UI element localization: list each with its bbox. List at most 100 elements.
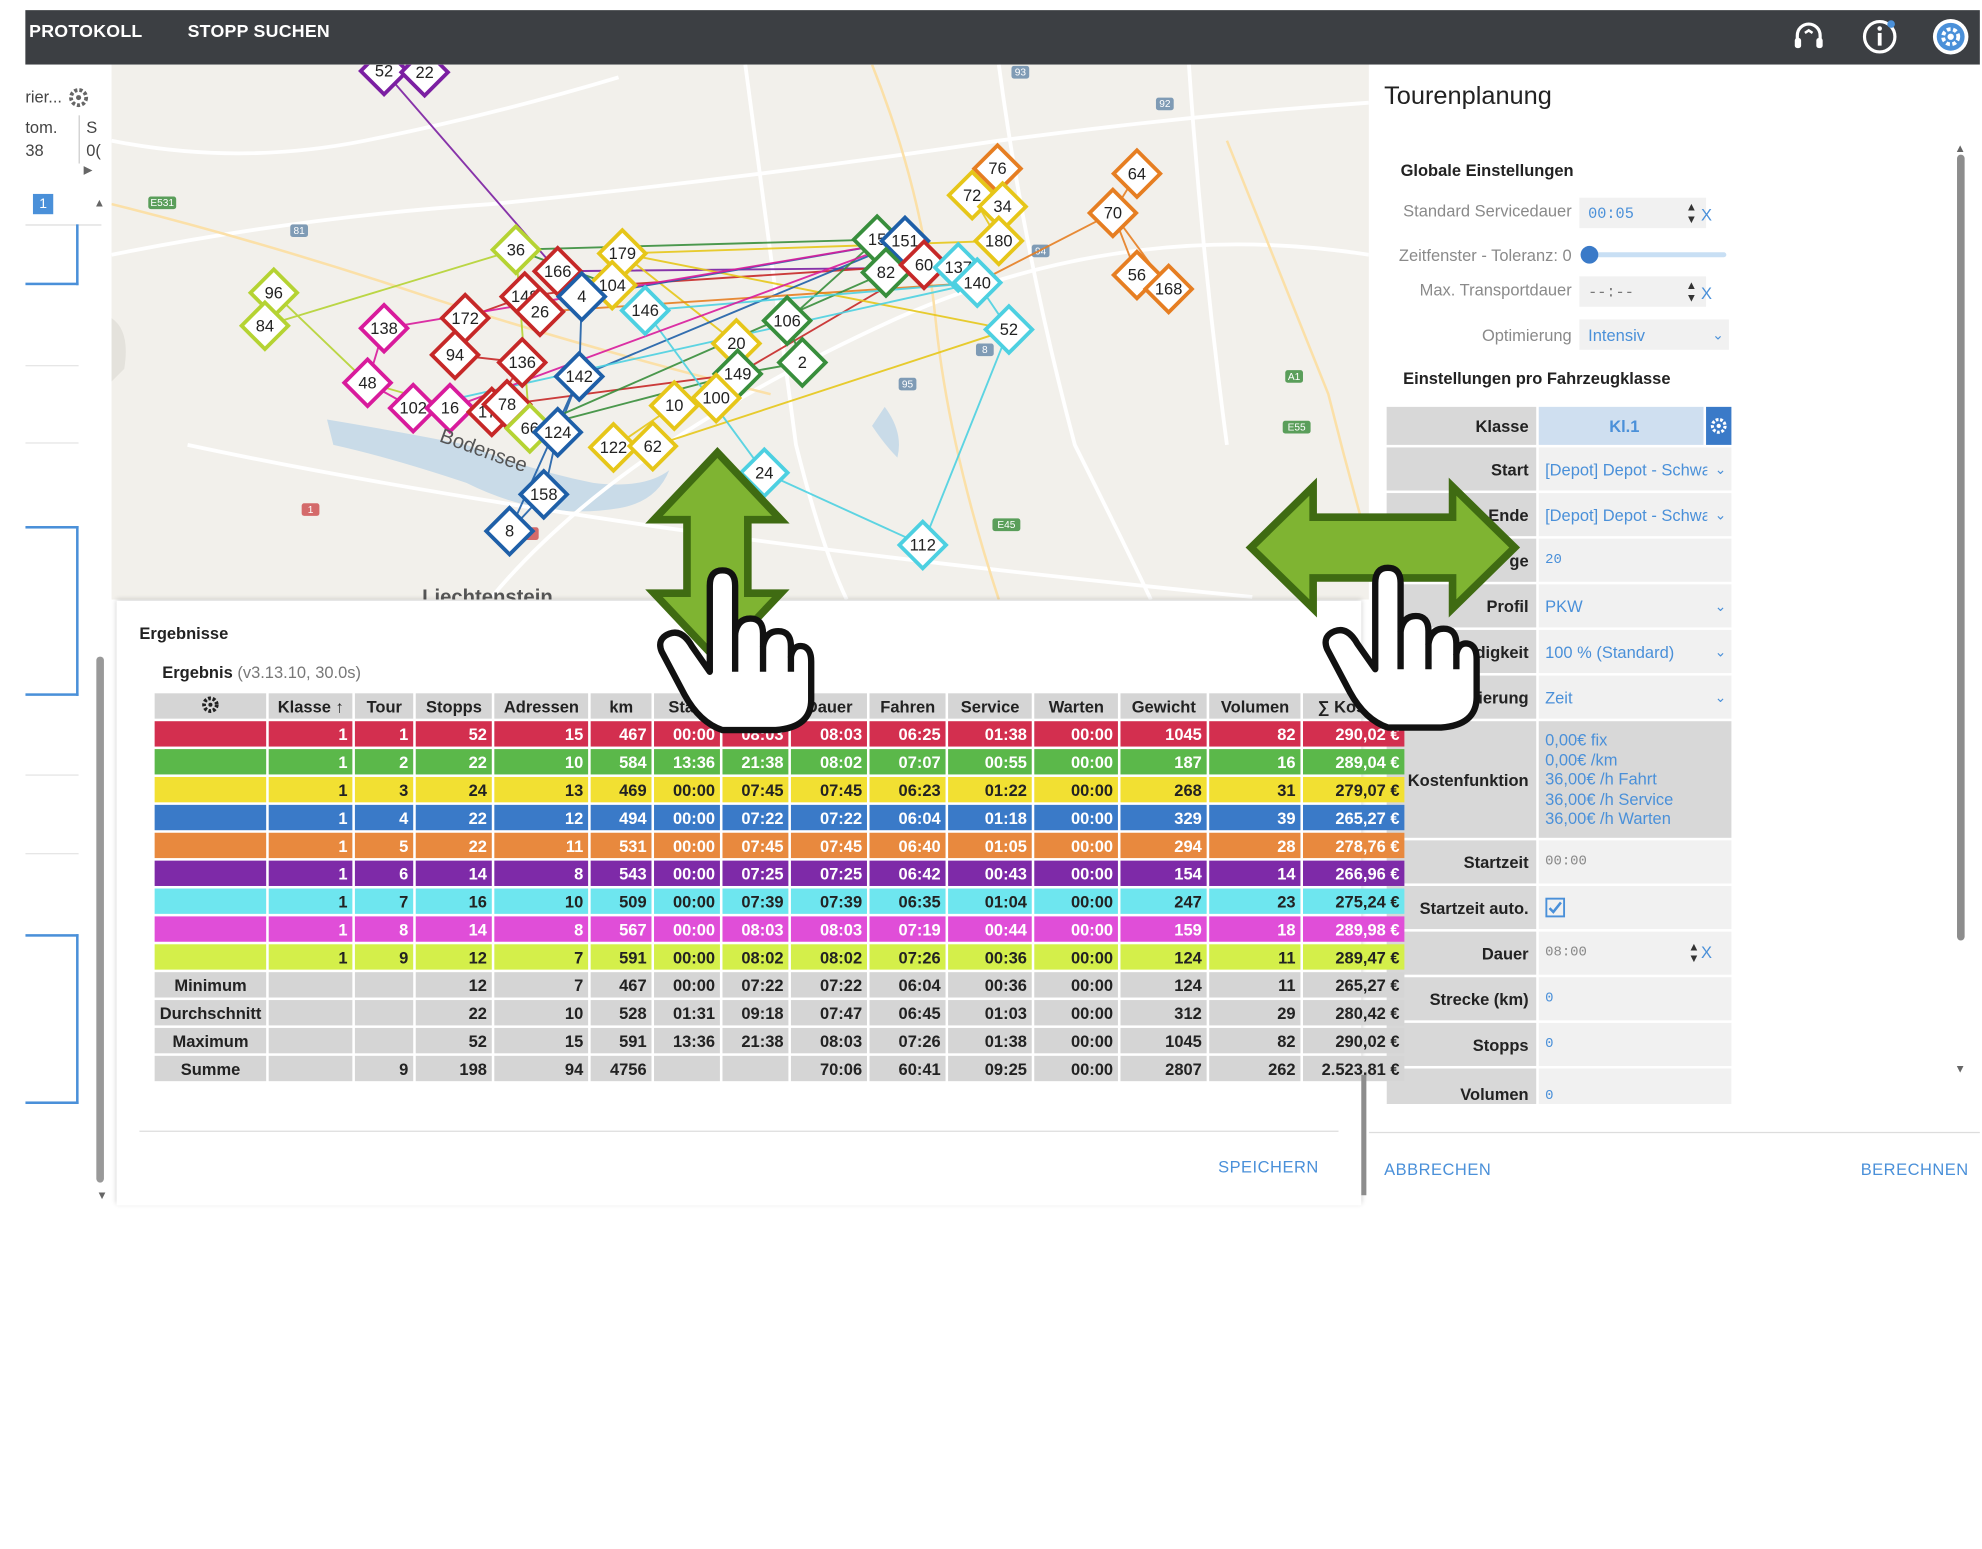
map-marker[interactable]: 172: [439, 292, 492, 345]
map-marker[interactable]: 52: [982, 303, 1035, 356]
table-row[interactable]: 1 2 22 10 584 13:36 21:38 08:02 07:07 00:55 00:00 1…: [154, 749, 1405, 775]
marker-diamond[interactable]: [690, 372, 743, 424]
column-header[interactable]: Klasse ↑: [268, 693, 353, 719]
map-marker[interactable]: 64: [1110, 147, 1163, 200]
column-header[interactable]: Gewicht: [1120, 693, 1207, 719]
slider-handle[interactable]: [1580, 245, 1599, 264]
table-row[interactable]: 1 5 22 11 531 00:00 07:45 07:45 06:40 01:05 00:00 2…: [154, 832, 1405, 859]
marker-diamond[interactable]: [1110, 147, 1163, 200]
map-marker[interactable]: 138: [358, 302, 411, 355]
map-marker[interactable]: 26: [513, 285, 566, 338]
map-marker[interactable]: 62: [626, 420, 679, 473]
marker-diamond[interactable]: [517, 468, 570, 521]
list-item[interactable]: [25, 224, 79, 286]
map-marker[interactable]: 136: [496, 336, 549, 389]
map-marker[interactable]: 20: [710, 317, 763, 370]
marker-diamond[interactable]: [1142, 262, 1195, 315]
quantity-input[interactable]: 20: [1538, 538, 1732, 582]
map-marker[interactable]: 2: [776, 336, 829, 389]
map-marker[interactable]: 82: [859, 246, 912, 299]
right-scrollbar[interactable]: [1957, 154, 1965, 941]
table-row[interactable]: 1 9 12 7 591 00:00 08:02 08:02 07:26 00:36 00:00 12…: [154, 944, 1405, 970]
stepper-icon[interactable]: ▲ ▼: [1688, 940, 1700, 965]
marker-diamond[interactable]: [439, 292, 492, 345]
list-item[interactable]: [25, 526, 79, 696]
marker-diamond[interactable]: [553, 350, 606, 403]
list-item[interactable]: [25, 934, 79, 1104]
table-row[interactable]: 1 1 52 15 467 00:00 08:03 08:03 06:25 01:38 00:00 1…: [154, 721, 1405, 747]
stops-input[interactable]: 0: [1538, 1022, 1732, 1066]
marker-diamond[interactable]: [429, 328, 482, 381]
marker-diamond[interactable]: [976, 180, 1029, 233]
marker-diamond[interactable]: [423, 382, 476, 435]
save-button[interactable]: SPEICHERN: [1218, 1157, 1319, 1177]
map-marker[interactable]: 180: [972, 214, 1025, 267]
map-marker[interactable]: 24: [738, 446, 791, 499]
marker-diamond[interactable]: [555, 270, 608, 323]
column-header[interactable]: Service: [948, 693, 1032, 719]
optimierung-select[interactable]: Intensiv ⌄: [1579, 319, 1729, 350]
scroll-right-icon[interactable]: ▶: [83, 163, 93, 177]
speed-select[interactable]: 100 % (Standard) ⌄: [1538, 629, 1732, 674]
map-marker[interactable]: 146: [619, 284, 672, 337]
table-row[interactable]: 1 7 16 10 509 00:00 07:39 07:39 06:35 01:04 00:00 2…: [154, 888, 1405, 914]
map-marker[interactable]: 10: [648, 379, 701, 432]
table-row[interactable]: 1 6 14 8 543 00:00 07:25 07:25 06:42 00:43 00:00 15…: [154, 860, 1405, 886]
info-icon[interactable]: [1861, 18, 1899, 56]
marker-diamond[interactable]: [1086, 186, 1139, 239]
column-header[interactable]: Warten: [1034, 693, 1119, 719]
map-marker[interactable]: 16: [423, 382, 476, 435]
marker-diamond[interactable]: [648, 379, 701, 432]
distance-input[interactable]: 0: [1538, 977, 1732, 1021]
start-select[interactable]: [Depot] Depot - Schwa ⌄: [1538, 447, 1732, 491]
map-marker[interactable]: 102: [387, 382, 440, 435]
column-header[interactable]: [722, 693, 789, 719]
timewindow-slider[interactable]: [1580, 245, 1727, 264]
start-time-input[interactable]: 00:00: [1538, 840, 1732, 884]
map-marker[interactable]: 112: [896, 519, 949, 572]
marker-diamond[interactable]: [358, 302, 411, 355]
map-marker[interactable]: 122: [587, 421, 640, 474]
column-header[interactable]: Volumen: [1209, 693, 1301, 719]
marker-diamond[interactable]: [587, 421, 640, 474]
map-marker[interactable]: 22: [398, 64, 451, 99]
scroll-down-icon[interactable]: ▼: [1954, 1062, 1966, 1075]
map-marker[interactable]: 94: [429, 328, 482, 381]
marker-diamond[interactable]: [531, 245, 584, 298]
column-header[interactable]: Start: [654, 693, 721, 719]
map-marker[interactable]: 100: [690, 372, 743, 424]
table-row[interactable]: 1 3 24 13 469 00:00 07:45 07:45 06:23 01:22 00:00 2…: [154, 776, 1405, 803]
map-marker[interactable]: 70: [1086, 186, 1139, 239]
map-marker[interactable]: 48: [341, 356, 394, 409]
marker-diamond[interactable]: [531, 406, 584, 459]
volume-input[interactable]: 0: [1538, 1068, 1732, 1104]
column-header[interactable]: Tour: [355, 693, 414, 719]
left-scrollbar[interactable]: [96, 656, 104, 1183]
clear-service-button[interactable]: X: [1700, 205, 1712, 225]
column-header[interactable]: Dauer: [791, 693, 868, 719]
scroll-down-icon[interactable]: ▼: [96, 1188, 108, 1202]
stepper-icon[interactable]: ▲ ▼: [1685, 200, 1698, 226]
map-marker[interactable]: 124: [531, 406, 584, 459]
gear-icon[interactable]: [68, 87, 89, 108]
table-row[interactable]: 1 4 22 12 494 00:00 07:22 07:22 06:04 01:18 00:00 3…: [154, 804, 1405, 831]
start-auto-checkbox[interactable]: [1538, 885, 1732, 930]
marker-diamond[interactable]: [341, 356, 394, 409]
profile-select[interactable]: PKW ⌄: [1538, 584, 1732, 628]
marker-diamond[interactable]: [513, 285, 566, 338]
marker-diamond[interactable]: [358, 64, 411, 97]
end-select[interactable]: [Depot] Depot - Schwa ⌄: [1538, 493, 1732, 537]
menu-protokoll[interactable]: PROTOKOLL: [29, 20, 143, 41]
map-marker[interactable]: 142: [553, 350, 606, 403]
marker-diamond[interactable]: [898, 238, 950, 291]
map-marker[interactable]: 140: [951, 256, 1004, 309]
marker-diamond[interactable]: [489, 223, 542, 276]
settings-icon[interactable]: [1932, 18, 1970, 56]
cost-function[interactable]: 0,00€ fix 0,00€ /km 36,00€ /h Fahrt 36,0…: [1538, 721, 1732, 838]
map-marker[interactable]: 168: [1142, 262, 1195, 315]
map-marker[interactable]: 8: [483, 505, 536, 558]
column-header[interactable]: ∑ Kosten: [1303, 693, 1405, 719]
map-marker[interactable]: 60: [898, 238, 950, 291]
marker-diamond[interactable]: [982, 303, 1035, 356]
menu-stopp-suchen[interactable]: STOPP SUCHEN: [187, 20, 331, 41]
